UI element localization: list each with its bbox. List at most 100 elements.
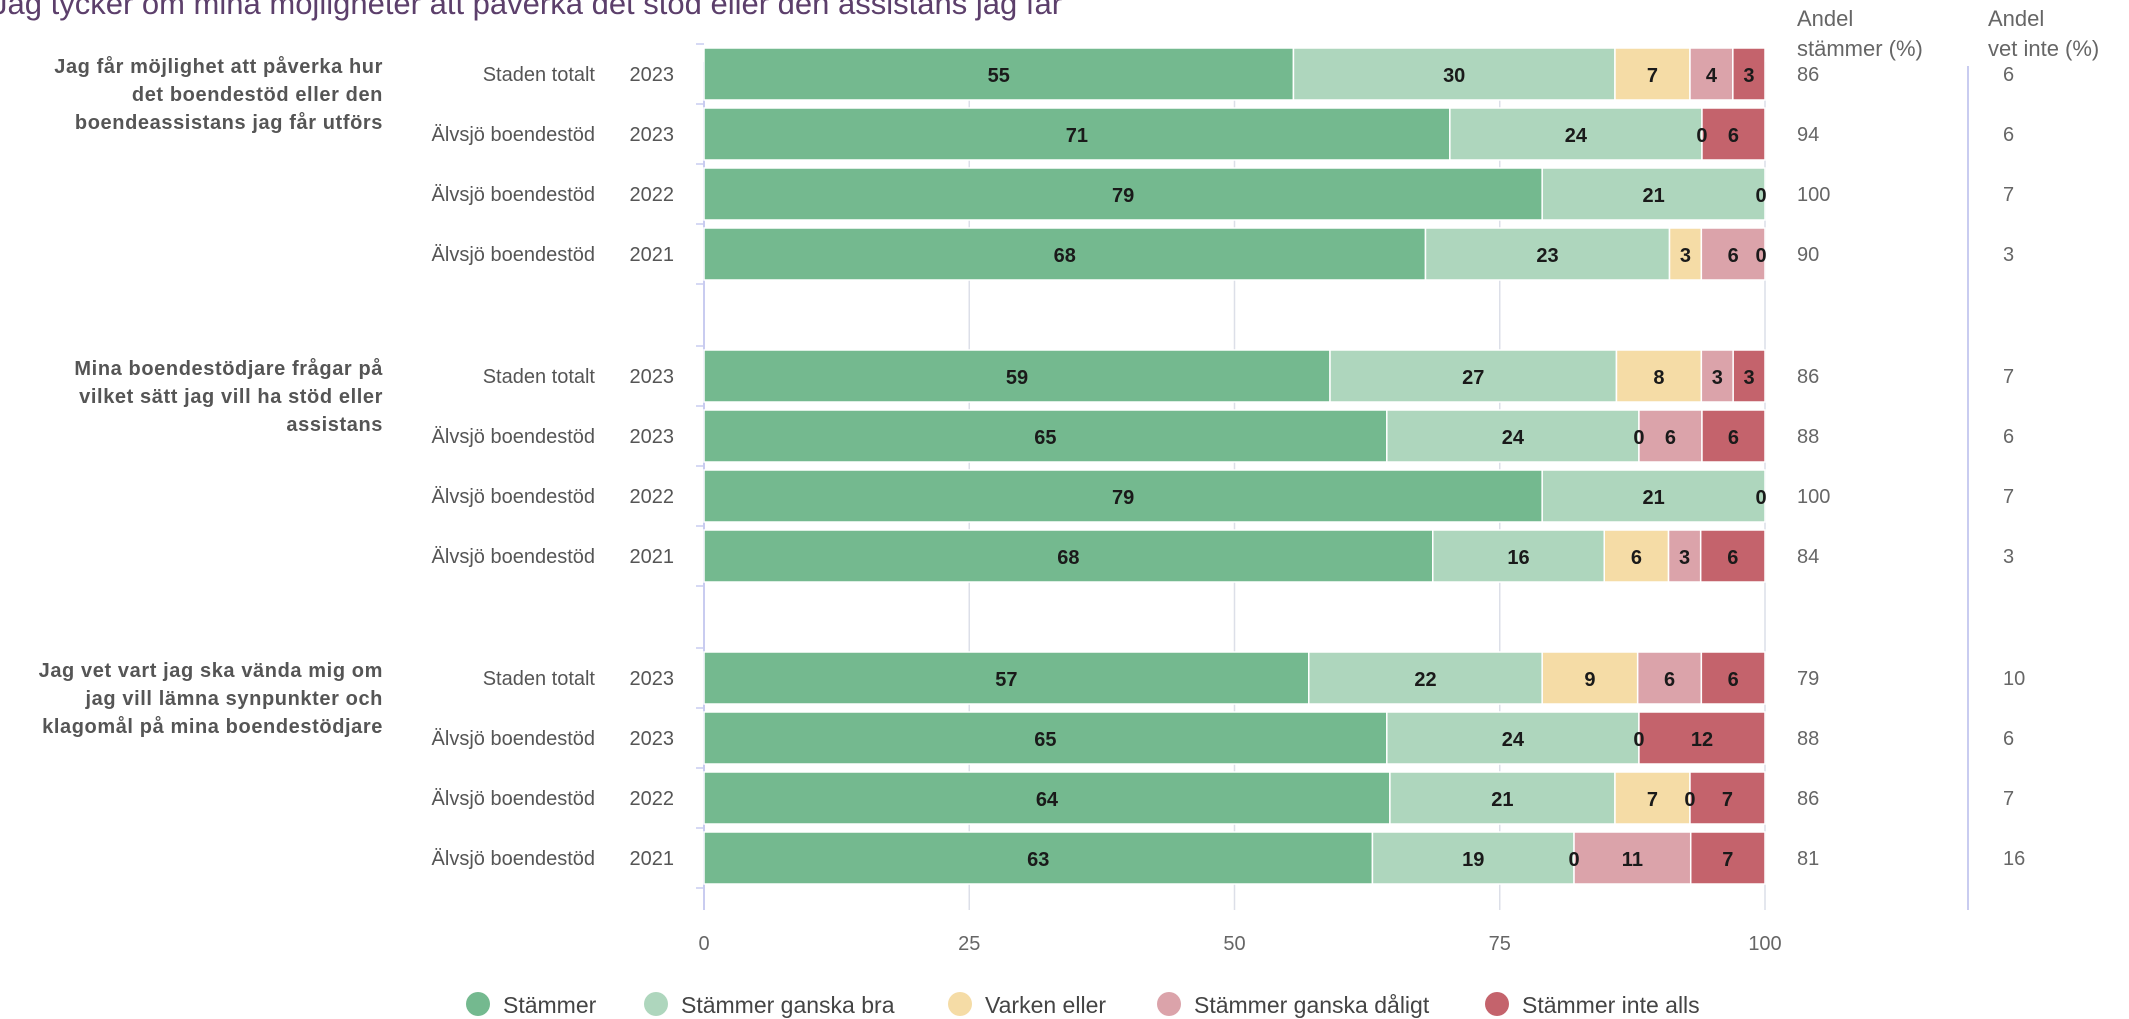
data-label: 59	[1006, 367, 1028, 389]
question-label: klagomål på mina boendestödjare	[42, 715, 383, 738]
question-label: Mina boendestödjare frågar på	[74, 357, 383, 380]
question-label: assistans	[286, 414, 383, 436]
row-unit-label: Älvsjö boendestöd	[432, 788, 595, 810]
bar-segment	[1699, 529, 1766, 583]
bar-segment	[1689, 831, 1766, 885]
data-label: 24	[1565, 125, 1588, 147]
chart-title: Jag tycker om mina möjligheter att påver…	[0, 0, 1062, 21]
legend-label: Stämmer ganska dåligt	[1194, 992, 1430, 1018]
data-label: 30	[1443, 65, 1465, 87]
andel-stammer-value: 88	[1797, 728, 1819, 750]
andel-vet-inte-value: 6	[2003, 124, 2014, 146]
bar-segment	[1636, 651, 1703, 705]
row-unit-label: Staden totalt	[483, 668, 596, 690]
data-label: 68	[1057, 547, 1079, 569]
andel-vet-inte-value: 10	[2003, 668, 2025, 690]
data-label: 3	[1744, 367, 1755, 389]
andel-vet-inte-value: 3	[2003, 244, 2014, 266]
question-groups: Jag får möjlighet att påverka hur det boe…	[39, 47, 2025, 885]
andel-vet-inte-value: 7	[2003, 366, 2014, 388]
data-label: 16	[1507, 547, 1529, 569]
andel-vet-inte-value: 7	[2003, 788, 2014, 810]
legend-label: Stämmer inte alls	[1522, 992, 1700, 1018]
legend-swatch	[1485, 992, 1509, 1016]
data-label: 0	[1568, 849, 1579, 871]
x-tick-label: 100	[1748, 933, 1781, 955]
row-unit-label: Älvsjö boendestöd	[432, 546, 595, 568]
data-label: 3	[1679, 547, 1690, 569]
bar-segment	[1432, 529, 1605, 583]
question-group: Mina boendestödjare frågar på vilket sätt…	[74, 349, 2014, 583]
bar-segment	[1541, 167, 1766, 221]
bar-segment	[1389, 771, 1616, 825]
andel-vet-inte-value: 6	[2003, 728, 2014, 750]
data-label: 6	[1727, 547, 1738, 569]
data-label: 57	[995, 669, 1017, 691]
column-header-line1: Andel	[1988, 6, 2044, 31]
data-label: 19	[1462, 849, 1484, 871]
legend-swatch	[644, 992, 668, 1016]
bar-segment	[703, 409, 1388, 463]
data-label: 6	[1728, 427, 1739, 449]
data-label: 21	[1642, 185, 1664, 207]
row-unit-label: Älvsjö boendestöd	[432, 184, 595, 206]
data-label: 3	[1743, 65, 1754, 87]
andel-stammer-value: 90	[1797, 244, 1819, 266]
row-year-label: 2021	[630, 546, 675, 568]
question-label: vilket sätt jag vill ha stöd eller	[79, 386, 383, 408]
bar-segment	[1700, 227, 1766, 281]
legend-label: Stämmer	[503, 992, 597, 1018]
bar-segment	[1292, 47, 1616, 101]
bar-segment	[703, 771, 1391, 825]
row-unit-label: Älvsjö boendestöd	[432, 486, 595, 508]
data-label: 55	[988, 65, 1010, 87]
question-label: Jag får möjlighet att påverka hur	[54, 55, 383, 78]
legend-item: Stämmer	[466, 992, 597, 1018]
bar-segment	[703, 167, 1543, 221]
andel-stammer-value: 100	[1797, 184, 1830, 206]
bar-segment	[703, 107, 1451, 161]
row-unit-label: Staden totalt	[483, 64, 596, 86]
andel-vet-inte-value: 7	[2003, 184, 2014, 206]
bar-segment	[1667, 529, 1702, 583]
data-label: 6	[1631, 547, 1642, 569]
data-label: 63	[1027, 849, 1049, 871]
bar-row: Älvsjö boendestöd 2023 65 24 0 12 88 6	[432, 711, 2014, 765]
row-unit-label: Älvsjö boendestöd	[432, 848, 595, 870]
legend-swatch	[1157, 992, 1181, 1016]
x-tick-label: 0	[698, 933, 709, 955]
column-header-line2: vet inte (%)	[1988, 36, 2099, 61]
data-label: 7	[1647, 789, 1658, 811]
column-header-line2: stämmer (%)	[1797, 36, 1923, 61]
bar-row: Älvsjö boendestöd 2021 68 16 6 3 6 84 3	[432, 529, 2014, 583]
bar-row: Staden totalt 2023 59 27 8 3 3 86 7	[483, 349, 2014, 403]
data-label: 71	[1066, 125, 1088, 147]
bar-segment	[1700, 651, 1766, 705]
legend-item: Stämmer ganska dåligt	[1157, 992, 1430, 1018]
data-label: 3	[1680, 245, 1691, 267]
data-label: 11	[1622, 849, 1643, 871]
question-label: Jag vet vart jag ska vända mig om	[39, 660, 383, 682]
row-year-label: 2022	[630, 788, 675, 810]
row-year-label: 2023	[630, 426, 675, 448]
row-unit-label: Älvsjö boendestöd	[432, 426, 595, 448]
bar-segment	[1386, 409, 1640, 463]
andel-stammer-value: 84	[1797, 546, 1819, 568]
data-label: 6	[1728, 245, 1739, 267]
bar-row: Älvsjö boendestöd 2023 71 24 0 6 94 6	[432, 107, 2014, 161]
data-label: 0	[1684, 789, 1695, 811]
legend-label: Stämmer ganska bra	[681, 992, 895, 1018]
data-label: 0	[1755, 185, 1766, 207]
data-label: 7	[1722, 789, 1733, 811]
data-label: 79	[1112, 185, 1134, 207]
bar-segment	[703, 831, 1374, 885]
row-unit-label: Älvsjö boendestöd	[432, 124, 595, 146]
bar-segment	[1638, 711, 1766, 765]
data-label: 12	[1691, 729, 1713, 751]
data-label: 24	[1502, 729, 1525, 751]
bar-segment	[1386, 711, 1640, 765]
bar-segment	[1701, 107, 1766, 161]
question-label: det boendestöd eller den	[132, 84, 383, 106]
bar-row: Älvsjö boendestöd 2022 79 21 0 100 7	[432, 469, 2014, 523]
